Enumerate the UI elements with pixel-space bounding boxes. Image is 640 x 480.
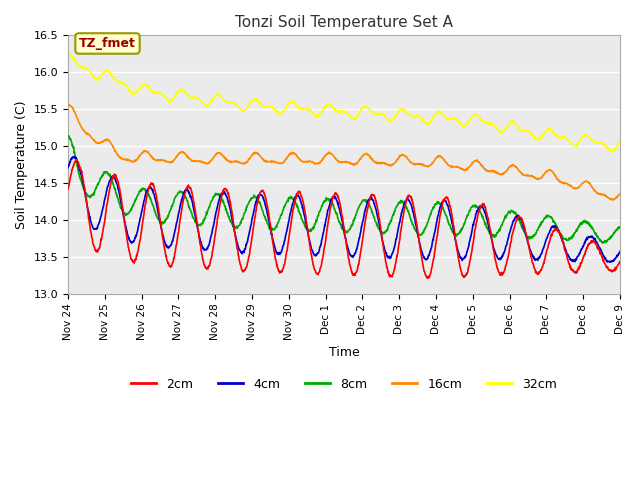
4cm <box>249 213 257 218</box>
4cm <box>551 223 559 228</box>
16cm <box>430 158 438 164</box>
2cm <box>616 260 624 266</box>
4cm <box>70 154 77 159</box>
32cm <box>607 148 614 154</box>
4cm <box>616 249 624 254</box>
8cm <box>502 215 509 220</box>
32cm <box>430 113 438 119</box>
32cm <box>551 131 559 136</box>
Text: TZ_fmet: TZ_fmet <box>79 37 136 50</box>
16cm <box>616 191 624 196</box>
16cm <box>502 168 510 174</box>
2cm <box>502 261 510 266</box>
16cm <box>174 153 182 158</box>
8cm <box>599 240 607 246</box>
2cm <box>249 227 257 233</box>
8cm <box>249 195 257 201</box>
8cm <box>550 220 558 226</box>
32cm <box>188 95 195 100</box>
32cm <box>67 52 74 58</box>
16cm <box>64 102 72 108</box>
4cm <box>430 233 438 239</box>
32cm <box>616 138 624 144</box>
2cm <box>73 157 81 163</box>
Legend: 2cm, 4cm, 8cm, 16cm, 32cm: 2cm, 4cm, 8cm, 16cm, 32cm <box>126 372 562 396</box>
X-axis label: Time: Time <box>328 346 360 359</box>
Line: 2cm: 2cm <box>68 160 620 278</box>
16cm <box>551 172 559 178</box>
4cm <box>607 259 614 265</box>
32cm <box>502 125 510 131</box>
16cm <box>610 197 618 203</box>
Line: 8cm: 8cm <box>68 136 620 243</box>
32cm <box>174 89 182 95</box>
8cm <box>64 133 72 139</box>
Title: Tonzi Soil Temperature Set A: Tonzi Soil Temperature Set A <box>235 15 453 30</box>
32cm <box>249 98 257 104</box>
2cm <box>431 251 438 257</box>
16cm <box>188 157 195 163</box>
8cm <box>616 225 624 230</box>
16cm <box>249 152 257 157</box>
4cm <box>502 243 510 249</box>
Line: 32cm: 32cm <box>68 55 620 151</box>
2cm <box>551 228 559 233</box>
4cm <box>174 215 182 221</box>
8cm <box>187 208 195 214</box>
4cm <box>64 165 72 170</box>
Y-axis label: Soil Temperature (C): Soil Temperature (C) <box>15 100 28 229</box>
8cm <box>173 192 181 198</box>
8cm <box>429 205 437 211</box>
Line: 16cm: 16cm <box>68 105 620 200</box>
2cm <box>188 187 195 193</box>
32cm <box>64 53 72 59</box>
16cm <box>65 102 72 108</box>
2cm <box>174 234 182 240</box>
4cm <box>188 195 195 201</box>
Line: 4cm: 4cm <box>68 156 620 262</box>
2cm <box>64 186 72 192</box>
2cm <box>424 276 431 281</box>
